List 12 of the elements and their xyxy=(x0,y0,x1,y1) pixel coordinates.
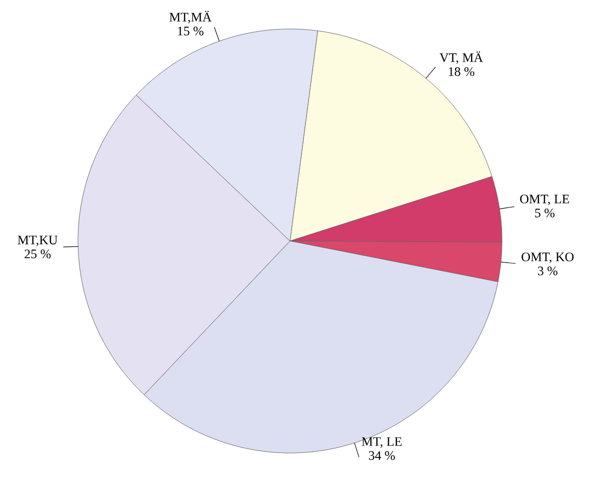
data-label: 25 % xyxy=(24,250,51,258)
slice-label: VT, MÄ xyxy=(440,51,483,64)
slice-label: MT, LE xyxy=(362,437,402,448)
slice-label: MT,KU xyxy=(18,236,58,246)
slice-label: OMT, LE xyxy=(520,194,570,206)
data-label: 18 % xyxy=(448,67,474,76)
data-label: 3 % xyxy=(538,266,558,276)
data-label: 34 % xyxy=(368,451,395,460)
data-label: 5 % xyxy=(535,208,554,218)
slice-label: MT,MÄ xyxy=(169,10,212,24)
slice-label: OMT, KO xyxy=(522,252,574,264)
data-label: 15 % xyxy=(178,26,204,36)
